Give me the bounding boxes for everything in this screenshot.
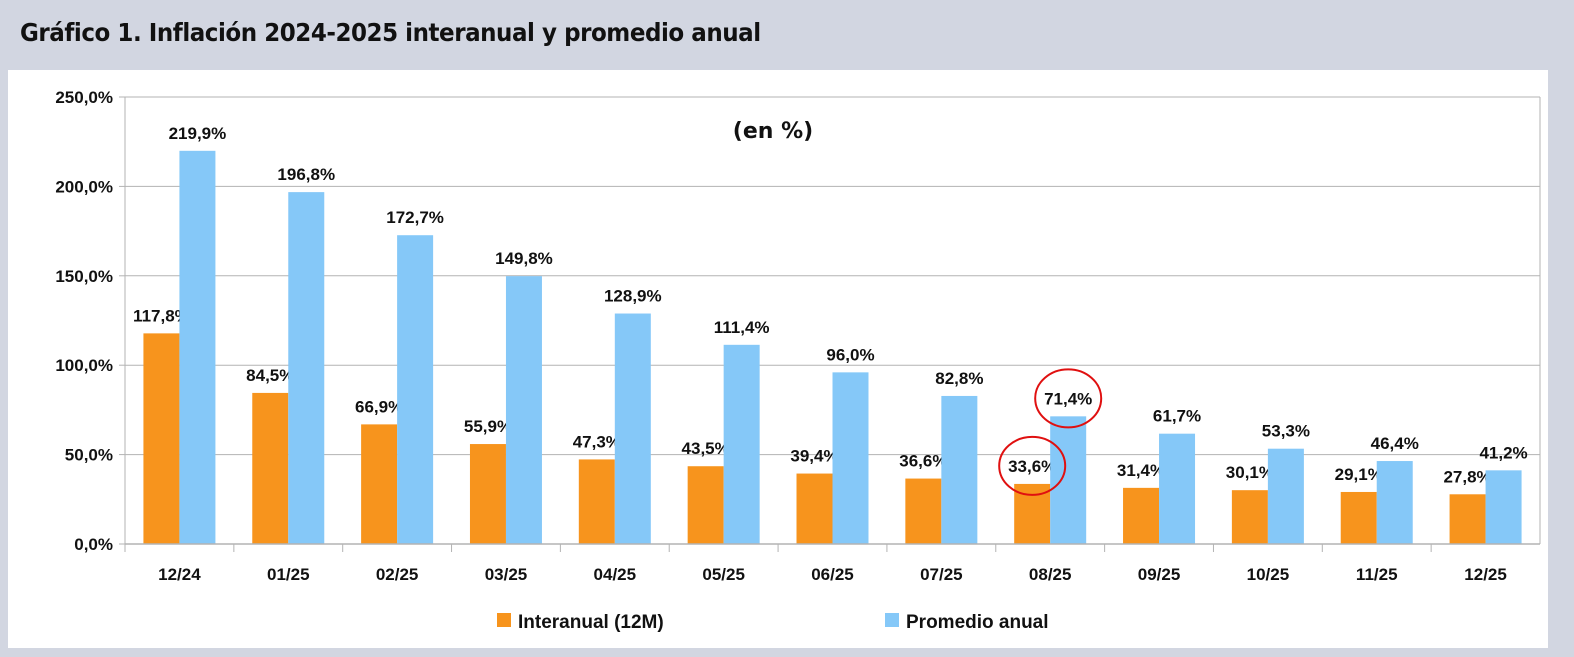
x-tick-label: 12/24 (158, 565, 201, 584)
data-label: 219,9% (169, 124, 227, 143)
bar-interanual (1123, 487, 1160, 544)
data-label: 96,0% (826, 345, 874, 364)
bar-promedio (614, 313, 651, 544)
x-tick-label: 04/25 (594, 565, 637, 584)
data-label: 55,9% (464, 417, 512, 436)
data-label: 61,7% (1153, 407, 1201, 426)
legend-label: Promedio anual (906, 612, 1049, 633)
data-label: 196,8% (277, 165, 335, 184)
data-label: 82,8% (935, 369, 983, 388)
data-label: 47,3% (573, 432, 621, 451)
x-tick-label: 10/25 (1247, 565, 1290, 584)
data-label: 43,5% (682, 439, 730, 458)
bar-promedio (941, 395, 978, 544)
data-label: 117,8% (133, 306, 190, 325)
bar-interanual (1449, 494, 1486, 544)
bar-promedio (832, 372, 869, 544)
bar-interanual (687, 466, 724, 544)
data-label: 111,4% (714, 318, 770, 337)
data-label: 128,9% (604, 287, 662, 306)
x-tick-label: 05/25 (702, 565, 745, 584)
y-tick-label: 100,0% (55, 356, 113, 375)
bar-interanual (905, 478, 942, 544)
bar-interanual (143, 333, 180, 544)
bar-promedio (1159, 433, 1196, 544)
chart-title: Gráfico 1. Inflación 2024-2025 interanua… (20, 18, 761, 47)
bar-promedio (397, 235, 434, 544)
bar-interanual (469, 444, 506, 544)
highlight-circle (1034, 368, 1103, 429)
data-label: 46,4% (1371, 434, 1419, 453)
data-label: 31,4% (1117, 461, 1165, 480)
x-tick-label: 09/25 (1138, 565, 1181, 584)
data-label: 66,9% (355, 397, 403, 416)
y-tick-label: 250,0% (55, 88, 113, 107)
data-label: 29,1% (1335, 465, 1383, 484)
data-label: 36,6% (899, 452, 947, 471)
data-label: 149,8% (495, 249, 553, 268)
x-tick-label: 03/25 (485, 565, 528, 584)
bar-promedio (1050, 416, 1087, 544)
y-tick-label: 0,0% (74, 535, 113, 554)
x-tick-label: 11/25 (1356, 565, 1398, 584)
x-tick-label: 07/25 (920, 565, 963, 584)
data-label: 172,7% (386, 208, 444, 227)
x-tick-label: 01/25 (267, 565, 310, 584)
data-label: 33,6% (1008, 457, 1056, 476)
legend-label: Interanual (12M) (518, 612, 664, 633)
legend-swatch (885, 613, 899, 627)
bar-promedio (288, 192, 325, 545)
x-tick-label: 06/25 (811, 565, 854, 584)
highlight-circle (998, 435, 1067, 496)
bar-promedio (1267, 448, 1304, 544)
data-label: 30,1% (1226, 463, 1274, 482)
bar-interanual (252, 392, 289, 544)
y-tick-label: 50,0% (65, 446, 113, 465)
data-label: 71,4% (1044, 389, 1092, 408)
bar-interanual (1231, 490, 1268, 544)
data-label: 39,4% (790, 447, 838, 466)
bar-promedio (723, 344, 760, 544)
x-tick-label: 02/25 (376, 565, 419, 584)
data-label: 41,2% (1479, 443, 1527, 462)
bar-interanual (578, 459, 615, 544)
bar-promedio (179, 150, 216, 545)
chart-subtitle: (en %) (733, 119, 813, 144)
bar-interanual (1340, 491, 1377, 544)
legend-swatch (497, 613, 511, 627)
x-tick-label: 08/25 (1029, 565, 1072, 584)
bar-promedio (1485, 470, 1522, 544)
bar-promedio (1376, 461, 1413, 544)
data-label: 53,3% (1262, 422, 1310, 441)
data-label: 84,5% (246, 366, 294, 385)
bar-interanual (796, 473, 833, 544)
x-tick-label: 12/25 (1464, 565, 1507, 584)
y-tick-label: 200,0% (55, 177, 113, 196)
data-label: 27,8% (1443, 467, 1491, 486)
y-tick-label: 150,0% (55, 267, 113, 286)
bar-promedio (505, 276, 542, 544)
bar-interanual (361, 424, 398, 544)
